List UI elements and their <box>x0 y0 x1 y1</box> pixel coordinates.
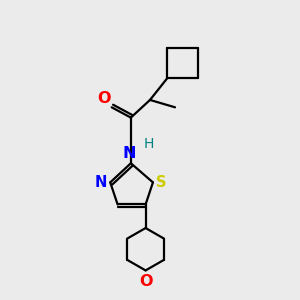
Text: H: H <box>143 137 154 151</box>
Text: N: N <box>95 175 107 190</box>
Text: S: S <box>156 175 166 190</box>
Text: N: N <box>123 146 136 160</box>
Text: O: O <box>139 274 152 289</box>
Text: O: O <box>97 91 110 106</box>
